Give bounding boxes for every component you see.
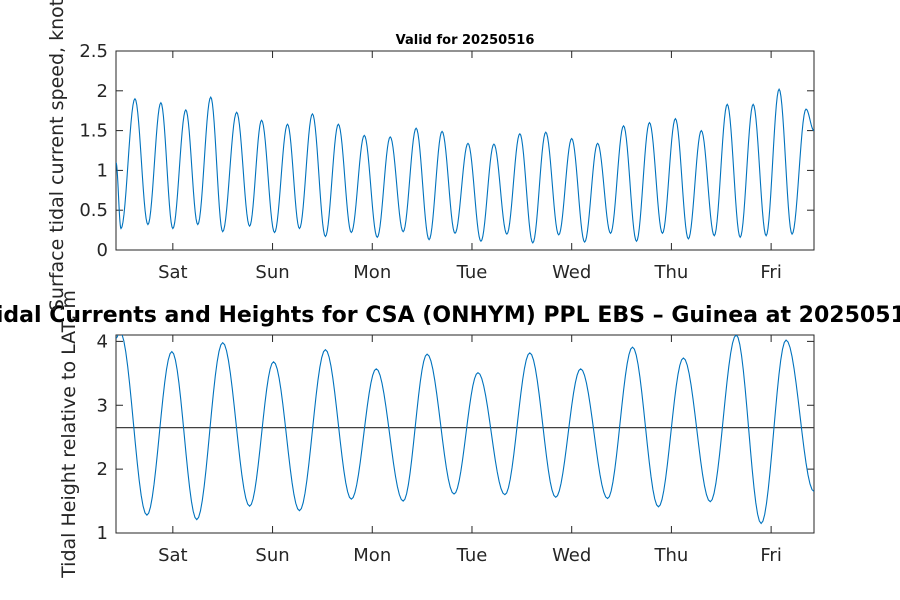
current-speed-x-tick-label-fri: Fri — [760, 262, 781, 283]
tidal-height-series-line — [116, 335, 814, 525]
current-speed-y-tick-label: 1.5 — [79, 121, 108, 142]
current-speed-x-tick-label-thu: Thu — [654, 262, 689, 283]
current-speed-panel: 0 0.5 1 1.5 2 2.5 Sat Sun Mon Tue Wed Thu Fri — [79, 41, 815, 283]
tidal-height-x-tick-label-wed: Wed — [552, 545, 591, 566]
tidal-height-y-tick-label: 1 — [97, 523, 108, 544]
current-speed-y-tick-label: 2 — [97, 81, 108, 102]
main-chart-title: Tidal Currents and Heights for CSA (ONHY… — [0, 303, 900, 328]
current-speed-y-tick-label: 0 — [97, 240, 108, 261]
current-speed-x-tick-label-sun: Sun — [255, 262, 289, 283]
current-speed-series-line — [116, 88, 814, 244]
tidal-height-x-tick-label-thu: Thu — [654, 545, 689, 566]
current-speed-y-tick-label: 1 — [97, 160, 108, 181]
current-speed-y-axis-label: Surface tidal current speed, knots — [46, 0, 68, 311]
tidal-height-y-tick-label: 2 — [97, 459, 108, 480]
current-speed-x-tick-label-wed: Wed — [552, 262, 591, 283]
tidal-height-axes-box — [115, 334, 815, 534]
tidal-height-y-axis-label: Tidal Height relative to LAT, m — [58, 290, 80, 579]
tidal-height-y-tick-label: 3 — [97, 395, 108, 416]
current-speed-x-tick-label-tue: Tue — [456, 262, 488, 283]
current-speed-y-tick-label: 0.5 — [79, 200, 108, 221]
tidal-height-ticks: 1 2 3 4 Sat Sun Mon Tue Wed Thu Fri — [97, 331, 814, 566]
tidal-height-x-tick-label-sat: Sat — [158, 545, 188, 566]
tidal-height-x-tick-label-tue: Tue — [456, 545, 488, 566]
current-speed-x-tick-label-sat: Sat — [158, 262, 188, 283]
tidal-height-panel: 1 2 3 4 Sat Sun Mon Tue Wed Thu Fri — [97, 331, 815, 566]
current-speed-ticks: 0 0.5 1 1.5 2 2.5 Sat Sun Mon Tue Wed Thu Fri — [79, 41, 814, 283]
tidal-height-x-tick-label-mon: Mon — [353, 545, 391, 566]
valid-date-title: Valid for 20250516 — [396, 33, 535, 48]
tidal-height-x-tick-label-fri: Fri — [760, 545, 781, 566]
current-speed-y-tick-label: 2.5 — [79, 41, 108, 62]
tidal-height-x-tick-label-sun: Sun — [255, 545, 289, 566]
tidal-height-y-tick-label: 4 — [97, 331, 108, 352]
current-speed-x-tick-label-mon: Mon — [353, 262, 391, 283]
